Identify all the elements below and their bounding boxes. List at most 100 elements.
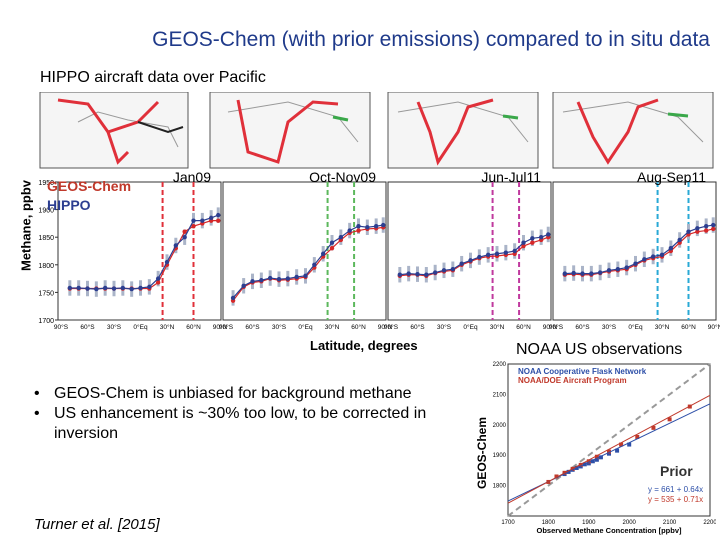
data-point: [120, 285, 126, 291]
scatter-point: [651, 425, 656, 430]
scatter-point: [586, 459, 591, 464]
scatter-point: [627, 442, 632, 447]
data-point: [173, 243, 179, 248]
x-tick-label: 30°N: [655, 323, 670, 331]
scatter-point: [598, 455, 603, 460]
x-tick-label: 60°S: [410, 323, 425, 331]
panel-label: Jan09: [173, 169, 211, 185]
hippo-latitude-chart: 1700 1750 1800 1850 1900 1950 90°S 60°S 30°S 0°Eq…: [38, 169, 720, 331]
data-point: [546, 232, 551, 237]
map-augsep11: [552, 92, 714, 169]
x-tick-label: 30°N: [160, 323, 175, 331]
flight-track-maps: [39, 92, 714, 169]
data-point: [521, 240, 526, 245]
data-point: [606, 268, 612, 273]
x-tick-label: 30°S: [437, 323, 452, 331]
panel-label: Jun-Jul11: [481, 169, 541, 185]
x-tick-label: 90°N: [543, 323, 558, 331]
data-point: [459, 261, 464, 266]
data-point: [432, 270, 438, 275]
scatter-y-label: GEOS-Chem: [476, 417, 489, 489]
data-point: [711, 222, 716, 228]
data-point: [303, 273, 308, 279]
x-tick-label: 0°Eq: [628, 323, 643, 331]
data-point: [182, 235, 187, 240]
chart-subtitle: HIPPO aircraft data over Pacific: [40, 69, 266, 86]
data-point: [208, 215, 214, 221]
scatter-point: [607, 449, 611, 454]
data-point: [580, 271, 585, 276]
y-tick-label: 1900: [38, 208, 54, 215]
scatter-x-label: Observed Methane Concentration [ppbv]: [536, 526, 682, 535]
one-to-one-line: [507, 363, 711, 517]
data-point: [76, 285, 81, 291]
y-tick-label: 1700: [38, 318, 54, 325]
data-point: [677, 237, 682, 243]
bullet-item: US enhancement is ~30% too low, to be co…: [28, 404, 478, 444]
x-tick-label: 30°S: [602, 323, 617, 331]
data-point: [468, 258, 473, 263]
data-point: [485, 252, 491, 258]
data-point: [503, 250, 509, 255]
data-point: [521, 243, 526, 249]
data-point: [164, 259, 170, 265]
data-point: [230, 295, 236, 301]
scatter-point: [619, 442, 624, 447]
y-tick-label: 1800: [38, 263, 54, 270]
scatter-point: [635, 434, 640, 439]
data-point: [365, 225, 370, 230]
data-point: [155, 276, 161, 281]
panel-label: Aug-Sep11: [637, 169, 706, 185]
data-point: [642, 257, 647, 262]
data-point: [373, 223, 379, 229]
data-point: [94, 286, 99, 292]
x-tick-label: 1900: [582, 520, 596, 526]
data-point: [477, 254, 482, 260]
legend-hippo: HIPPO: [47, 197, 91, 213]
prior-annotation: Prior: [660, 463, 693, 479]
data-point: [267, 275, 273, 281]
legend-geos-chem: GEOS-Chem: [47, 178, 132, 194]
data-point: [415, 271, 420, 277]
x-tick-label: 90°S: [384, 323, 399, 331]
data-point: [276, 276, 282, 282]
data-point: [441, 268, 447, 273]
data-point: [397, 272, 403, 277]
data-point: [450, 267, 456, 272]
scatter-point: [554, 474, 559, 479]
data-point: [191, 223, 196, 229]
data-point: [241, 283, 246, 288]
y-tick-label: 1900: [493, 453, 507, 459]
data-point: [659, 252, 665, 258]
x-tick-label: 1700: [501, 520, 515, 526]
scatter-layer: 1700 1800 1900 2000 2100 2200 1800 1900 2000 2100…: [493, 362, 716, 535]
scatter-point: [594, 454, 599, 459]
x-tick-label: 0°Eq: [298, 323, 313, 331]
data-point: [216, 218, 221, 223]
data-point: [329, 240, 335, 245]
x-tick-label: 30°S: [272, 323, 287, 331]
scatter-point: [607, 451, 611, 456]
data-point: [589, 271, 594, 276]
data-point: [703, 223, 709, 229]
data-point: [155, 280, 161, 285]
data-point: [329, 246, 335, 251]
x-tick-label: 60°N: [516, 323, 531, 331]
y-tick-label: 1800: [493, 484, 507, 490]
scatter-point: [590, 459, 595, 464]
map-jan09: [39, 92, 189, 169]
data-point: [571, 270, 576, 276]
data-point: [633, 261, 638, 266]
fit-equation: y = 661 + 0.64x: [648, 485, 703, 494]
data-point: [285, 276, 291, 281]
data-point: [102, 285, 108, 291]
x-tick-label: 30°S: [107, 323, 122, 331]
x-tick-label: 60°S: [575, 323, 590, 331]
data-point: [650, 254, 656, 259]
data-point: [129, 286, 134, 292]
x-tick-label: 1800: [542, 520, 556, 526]
x-tick-label: 60°S: [245, 323, 260, 331]
data-point: [686, 229, 691, 234]
citation: Turner et al. [2015]: [34, 516, 160, 533]
x-tick-label: 90°N: [708, 323, 720, 331]
